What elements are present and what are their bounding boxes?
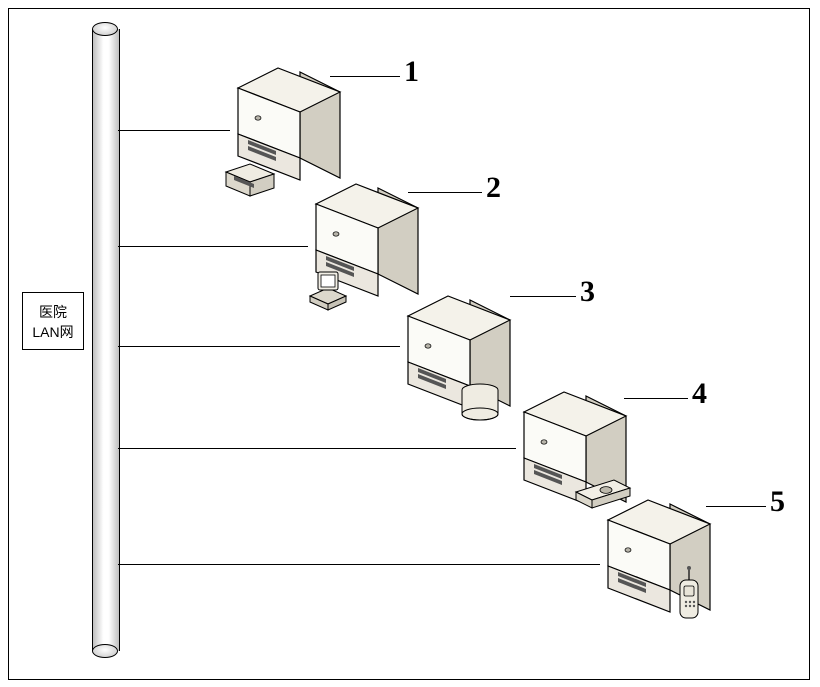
accessory-database-3 (460, 384, 500, 424)
wire-4 (118, 448, 516, 449)
wire-1 (118, 130, 230, 131)
lan-label-line2: LAN网 (23, 323, 83, 343)
accessory-printer-1 (224, 162, 278, 200)
lan-pipe-body (92, 29, 120, 651)
wire-5 (118, 564, 600, 565)
lan-label-line1: 医院 (23, 303, 83, 323)
numeral-1: 1 (404, 55, 419, 89)
accessory-terminal-2 (306, 278, 350, 316)
callout-line-5 (706, 506, 766, 507)
numeral-5: 5 (770, 485, 785, 519)
lan-pipe-cap-top (92, 22, 118, 36)
numeral-2: 2 (486, 171, 501, 205)
callout-line-3 (510, 296, 576, 297)
numeral-4: 4 (692, 377, 707, 411)
callout-line-1 (330, 76, 400, 77)
lan-pipe-cap-bottom (92, 644, 118, 658)
wire-2 (118, 246, 308, 247)
numeral-3: 3 (580, 275, 595, 309)
accessory-card-4 (574, 482, 632, 512)
wire-3 (118, 346, 400, 347)
accessory-phone-5 (676, 576, 702, 626)
lan-label-box: 医院 LAN网 (22, 292, 84, 350)
callout-line-4 (624, 398, 688, 399)
diagram-stage: 医院 LAN网 1 2 3 4 5 (0, 0, 820, 687)
callout-line-2 (408, 192, 482, 193)
lan-pipe (92, 22, 118, 658)
